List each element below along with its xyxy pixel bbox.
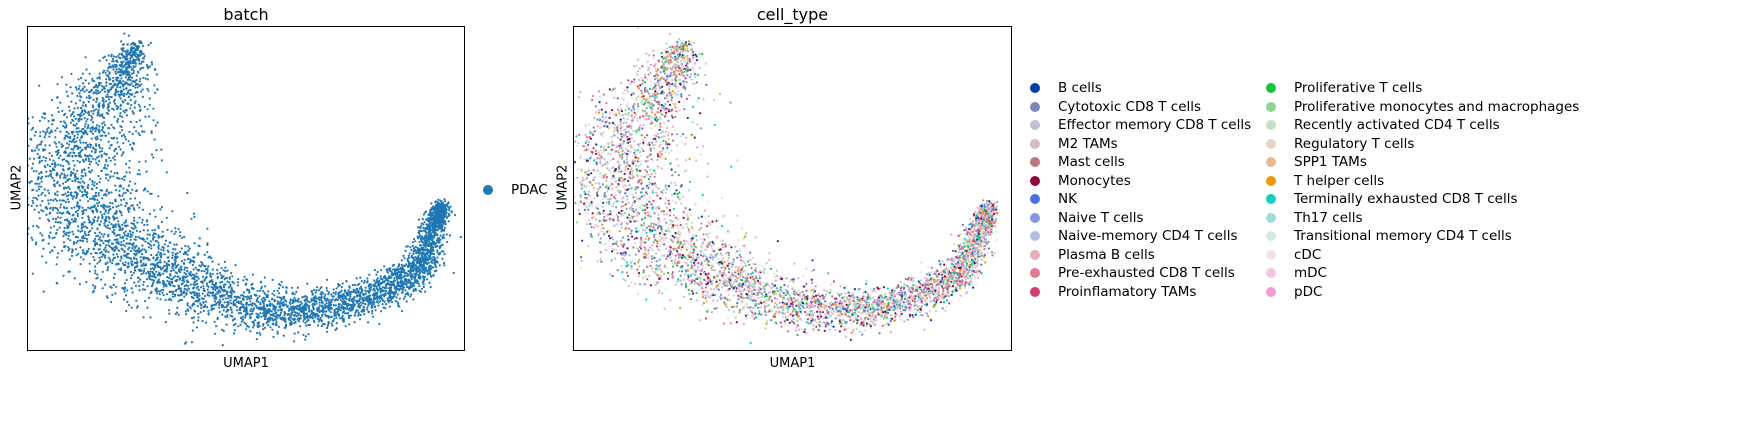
scatter-canvas-batch [28, 32, 462, 347]
legend-marker [1266, 101, 1276, 112]
legend-marker [1266, 175, 1276, 186]
legend-item-cell-type: T helper cells [1266, 173, 1384, 189]
legend-item-cell-type: B cells [1030, 80, 1102, 96]
legend-item-cell-type: Cytotoxic CD8 T cells [1030, 99, 1201, 115]
legend-marker [1266, 231, 1276, 241]
legend-item-cell-type: Terminally exhausted CD8 T cells [1266, 191, 1518, 207]
legend-item-cell-type: Regulatory T cells [1266, 136, 1414, 152]
legend-item-cell-type: pDC [1266, 284, 1322, 300]
chart-title-batch: batch [223, 5, 269, 24]
legend-label: Monocytes [1058, 172, 1131, 189]
legend-item-cell-type: mDC [1266, 265, 1327, 281]
legend-marker [1266, 157, 1276, 167]
legend-item-cell-type: Th17 cells [1266, 210, 1363, 226]
legend-marker [1266, 83, 1276, 93]
legend-label: Mast cells [1058, 154, 1125, 170]
legend-label: Pre-exhausted CD8 T cells [1058, 265, 1235, 281]
legend-marker [1030, 138, 1040, 149]
legend-label: Terminally exhausted CD8 T cells [1294, 191, 1518, 207]
legend-marker [1266, 138, 1276, 149]
legend-label: Cytotoxic CD8 T cells [1058, 98, 1202, 115]
legend-label: mDC [1294, 265, 1327, 281]
legend-item-cell-type: SPP1 TAMs [1266, 154, 1367, 170]
legend-item-cell-type: NK [1030, 191, 1077, 207]
chart-title-cell-type: cell_type [756, 5, 829, 24]
legend-label: pDC [1294, 283, 1323, 300]
legend-marker [1030, 175, 1040, 186]
legend-item-pdac: PDAC [483, 182, 548, 198]
legend-marker [1266, 120, 1276, 130]
legend-item-cell-type: Mast cells [1030, 154, 1125, 170]
legend-label: Recently activated CD4 T cells [1294, 117, 1500, 133]
legend-marker [1030, 83, 1040, 93]
x-axis-label-cell-type: UMAP1 [769, 356, 816, 371]
legend-label: Transitional memory CD4 T cells [1294, 228, 1512, 244]
legend-label: cDC [1294, 246, 1322, 263]
x-axis-label-batch: UMAP1 [223, 356, 269, 371]
legend-marker [1030, 120, 1040, 130]
scatter-points-cell-type [574, 27, 1001, 345]
legend-item-cell-type: Pre-exhausted CD8 T cells [1030, 265, 1235, 281]
y-axis-label-batch: UMAP2 [9, 164, 25, 211]
legend-label: Regulatory T cells [1294, 135, 1415, 152]
legend-label: SPP1 TAMs [1294, 154, 1367, 170]
scatter-plot-batch [27, 26, 465, 351]
legend-label: B cells [1058, 80, 1102, 96]
legend-label: Naive-memory CD4 T cells [1058, 228, 1238, 244]
legend-item-cell-type: Monocytes [1030, 173, 1131, 189]
legend-marker [1030, 268, 1040, 278]
legend-marker [1030, 286, 1040, 297]
legend-marker [1030, 157, 1040, 167]
legend-label: Naive T cells [1058, 209, 1144, 226]
scatter-plot-cell-type [573, 26, 1012, 351]
legend-marker [1030, 194, 1040, 204]
legend-item-cell-type: Effector memory CD8 T cells [1030, 117, 1251, 133]
legend-marker [1030, 249, 1040, 260]
scatter-canvas-cell-type [574, 27, 1001, 345]
legend-marker [1266, 194, 1276, 204]
legend-marker [1266, 212, 1276, 223]
legend-label: T helper cells [1294, 172, 1385, 189]
legend-label: Proliferative T cells [1294, 80, 1423, 96]
legend-item-cell-type: Naive T cells [1030, 210, 1144, 226]
legend-label: M2 TAMs [1058, 135, 1118, 152]
legend-marker [1266, 249, 1276, 260]
legend-label: Th17 cells [1294, 209, 1363, 226]
legend-marker [1266, 286, 1276, 297]
legend-item-cell-type: Naive-memory CD4 T cells [1030, 228, 1238, 244]
legend-marker [1030, 231, 1040, 241]
legend-item-cell-type: Recently activated CD4 T cells [1266, 117, 1500, 133]
legend-item-cell-type: Plasma B cells [1030, 247, 1155, 263]
legend-marker [1266, 268, 1276, 278]
legend-item-cell-type: cDC [1266, 247, 1321, 263]
legend-item-cell-type: Proliferative monocytes and macrophages [1266, 99, 1579, 115]
legend-item-cell-type: Transitional memory CD4 T cells [1266, 228, 1512, 244]
legend-label: Proliferative monocytes and macrophages [1294, 98, 1580, 115]
y-axis-label-cell-type: UMAP2 [555, 164, 571, 211]
legend-label: PDAC [511, 182, 548, 198]
legend-item-cell-type: M2 TAMs [1030, 136, 1118, 152]
legend-marker [1030, 101, 1040, 112]
legend-label: Proinflamatory TAMs [1058, 283, 1197, 300]
legend-marker [1030, 212, 1040, 223]
legend-marker [483, 185, 493, 195]
legend-label: Plasma B cells [1058, 246, 1155, 263]
legend-label: NK [1058, 191, 1077, 207]
scatter-points-batch [28, 32, 462, 347]
legend-item-cell-type: Proliferative T cells [1266, 80, 1422, 96]
legend-label: Effector memory CD8 T cells [1058, 117, 1252, 133]
legend-item-cell-type: Proinflamatory TAMs [1030, 284, 1196, 300]
